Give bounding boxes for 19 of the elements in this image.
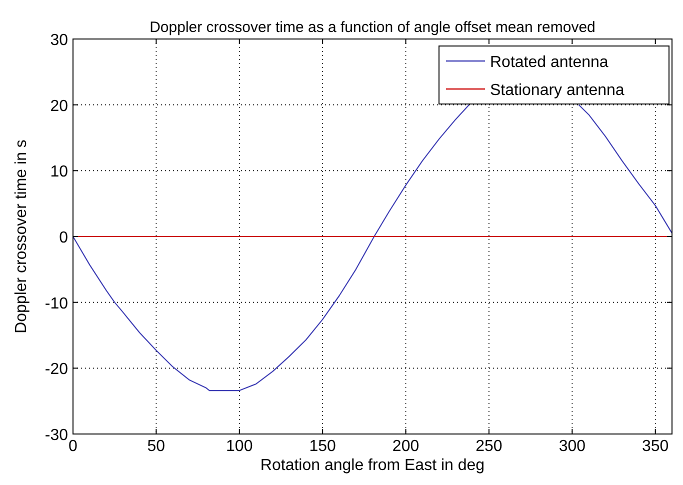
x-tick-label: 50 xyxy=(147,438,166,455)
x-axis-title: Rotation angle from East in deg xyxy=(260,457,485,474)
y-tick-label: 30 xyxy=(50,32,68,49)
x-tick-label: 150 xyxy=(309,438,336,455)
y-tick-label: 10 xyxy=(50,164,68,181)
y-tick-label: 20 xyxy=(50,98,68,115)
x-tick-label: 200 xyxy=(392,438,420,455)
x-tick-label: 250 xyxy=(476,438,502,455)
chart-title: Doppler crossover time as a function of angle offset mean removed xyxy=(150,19,596,36)
y-tick-label: 0 xyxy=(59,230,68,246)
y-tick-label: -20 xyxy=(44,361,68,378)
legend-label: Stationary antenna xyxy=(490,82,624,99)
x-tick-label: 350 xyxy=(642,438,669,455)
y-tick-label: -30 xyxy=(44,427,68,444)
legend-label: Rotated antenna xyxy=(490,54,608,71)
y-tick-label: -10 xyxy=(44,295,68,312)
y-axis-title: Doppler crossover time in s xyxy=(13,140,30,334)
x-tick-label: 100 xyxy=(226,438,253,455)
x-tick-label: 300 xyxy=(558,438,586,455)
